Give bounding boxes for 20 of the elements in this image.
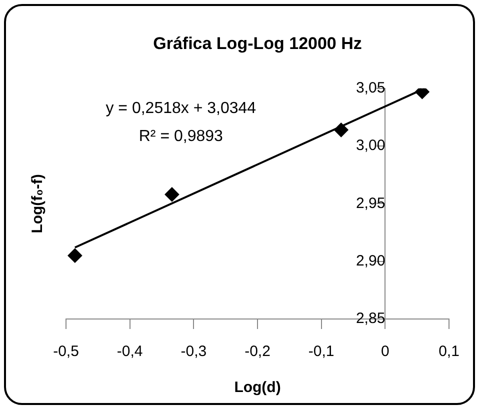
x-tick-label: 0 <box>380 343 390 360</box>
y-tick-label: 2,85 <box>356 310 386 328</box>
annotation: y = 0,2518x + 3,0344 <box>106 100 256 117</box>
chart-title: Gráfica Log-Log 12000 Hz <box>153 34 362 53</box>
x-tick-label: -0,3 <box>180 343 207 360</box>
point <box>164 187 179 202</box>
y-tick-label: 3,00 <box>356 137 386 154</box>
x-tick-label: -0,2 <box>244 343 270 360</box>
annotation: R² = 0,9893 <box>138 128 224 145</box>
y-tick-label: 3,05 <box>356 80 386 97</box>
y-tick-label: 2,95 <box>356 194 386 212</box>
y-axis-title: Log(f₀-f) <box>29 174 46 234</box>
point <box>68 248 82 263</box>
x-tick-label: -0,1 <box>308 343 334 360</box>
x-tick-label: -0,5 <box>53 343 79 360</box>
x-tick-label: -0,4 <box>116 343 143 360</box>
y-tick-label: 2,90 <box>356 252 386 270</box>
x-tick-label: 0,1 <box>438 343 460 360</box>
point <box>334 122 348 137</box>
x-axis-title: Log(d) <box>234 379 281 396</box>
